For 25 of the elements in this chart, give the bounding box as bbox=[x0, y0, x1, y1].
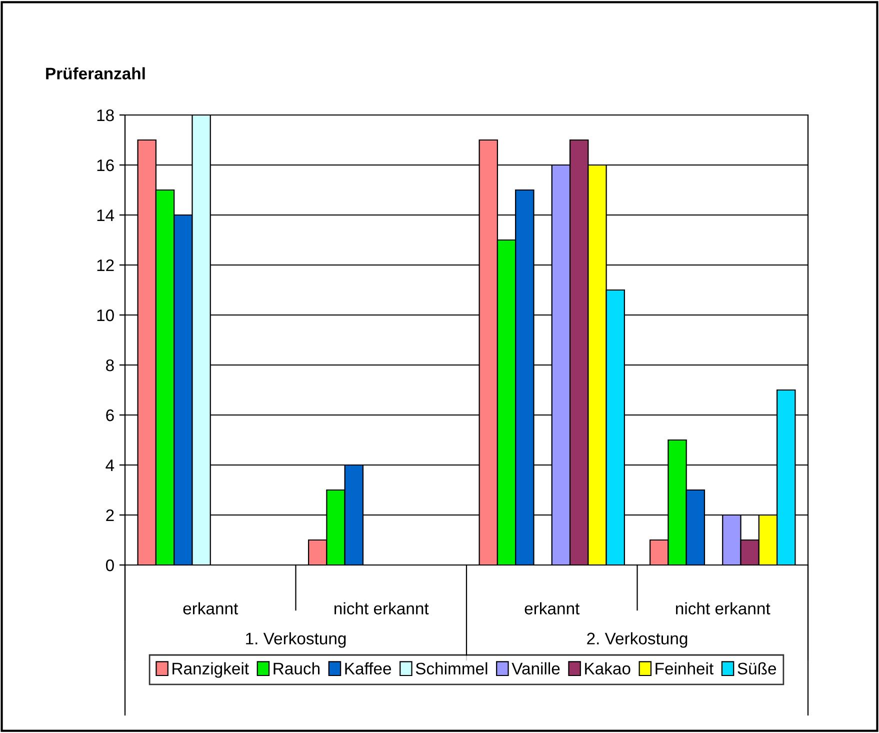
legend-label: Ranzigkeit bbox=[172, 662, 249, 678]
y-tick-label: 2 bbox=[106, 509, 114, 522]
x-tick-label: nicht erkannt bbox=[334, 602, 429, 614]
y-tick-label: 8 bbox=[106, 359, 114, 372]
y-tick-label: 12 bbox=[97, 259, 114, 272]
y-tick-label: 0 bbox=[106, 559, 114, 572]
legend-label: Kakao bbox=[585, 662, 630, 674]
legend-label: Feinheit bbox=[656, 662, 714, 674]
legend-label: Schimmel bbox=[416, 662, 488, 674]
y-tick-label: 16 bbox=[97, 159, 114, 172]
legend-label: Süße bbox=[738, 662, 776, 674]
x-tick-label: erkannt bbox=[524, 602, 580, 614]
x-tick-label: nicht erkannt bbox=[676, 602, 770, 614]
y-tick-label: 10 bbox=[97, 309, 114, 322]
text: 1. Verkostung bbox=[246, 632, 346, 648]
y-tick-label: 18 bbox=[97, 109, 114, 122]
legend-label: Vanille bbox=[512, 662, 560, 674]
y-tick-label: 14 bbox=[97, 210, 114, 222]
y-axis-title: Prüferanzahl bbox=[46, 67, 145, 80]
x-tick-label: erkannt bbox=[183, 602, 238, 614]
text: 2. Verkostung bbox=[587, 632, 688, 648]
y-tick-label: 6 bbox=[106, 409, 114, 422]
legend-label: Kaffee bbox=[345, 662, 392, 674]
legend-label: Rauch bbox=[274, 662, 320, 674]
y-tick-label: 4 bbox=[106, 460, 114, 472]
